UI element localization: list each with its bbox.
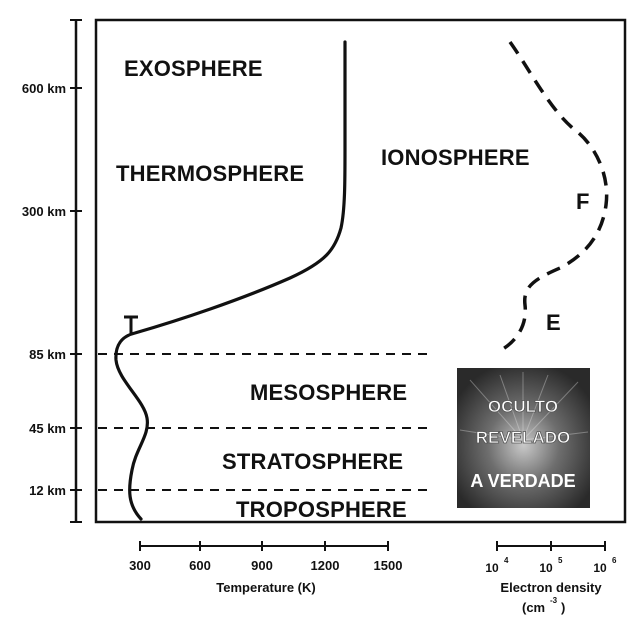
- electron-tick-1e6-base: 10: [593, 561, 607, 575]
- temperature-curve: [114, 40, 347, 521]
- altitude-tick-600: 600 km: [22, 81, 66, 96]
- electron-tick-1e6-exp: 6: [612, 556, 617, 565]
- temperature-tick-900: 900: [251, 558, 273, 573]
- temperature-tick-300: 300: [129, 558, 151, 573]
- label-f-region: F: [576, 189, 590, 214]
- electron-axis-unit-base: (cm: [522, 600, 545, 615]
- altitude-axis: 600 km 300 km 85 km 45 km 12 km: [22, 19, 82, 523]
- mesopause-marker: [124, 315, 138, 334]
- electron-axis-unit-exp: -3: [550, 596, 558, 605]
- diagram-frame: [94, 18, 627, 524]
- watermark-line3: A VERDADE: [470, 471, 575, 491]
- temperature-tick-1200: 1200: [311, 558, 340, 573]
- altitude-tick-12: 12 km: [29, 483, 66, 498]
- electron-tick-1e5-exp: 5: [558, 556, 563, 565]
- electron-axis-unit-close: ): [561, 600, 565, 615]
- label-thermosphere: THERMOSPHERE: [116, 161, 304, 186]
- label-mesosphere: MESOSPHERE: [250, 380, 407, 405]
- temperature-axis: 300 600 900 1200 1500 Temperature (K): [129, 541, 402, 595]
- label-troposphere: TROPOSPHERE: [236, 497, 407, 522]
- layer-boundaries: [98, 353, 430, 491]
- label-ionosphere: IONOSPHERE: [381, 145, 530, 170]
- label-exosphere: EXOSPHERE: [124, 56, 263, 81]
- electron-density-curve: [497, 40, 609, 354]
- altitude-tick-45: 45 km: [29, 421, 66, 436]
- altitude-tick-85: 85 km: [29, 347, 66, 362]
- watermark-line2: REVELADO: [476, 428, 570, 447]
- electron-density-axis: 10 4 10 5 10 6 Electron density (cm -3 ): [485, 541, 617, 615]
- electron-tick-1e4-exp: 4: [504, 556, 509, 565]
- altitude-tick-300: 300 km: [22, 204, 66, 219]
- electron-tick-1e5-base: 10: [539, 561, 553, 575]
- temperature-axis-title: Temperature (K): [216, 580, 315, 595]
- label-e-region: E: [546, 310, 561, 335]
- temperature-tick-600: 600: [189, 558, 211, 573]
- temperature-tick-1500: 1500: [374, 558, 403, 573]
- electron-tick-1e4-base: 10: [485, 561, 499, 575]
- watermark-line1: OCULTO: [488, 397, 558, 416]
- watermark-logo: OCULTO REVELADO A VERDADE: [457, 368, 590, 508]
- electron-axis-title: Electron density: [500, 580, 602, 595]
- label-stratosphere: STRATOSPHERE: [222, 449, 403, 474]
